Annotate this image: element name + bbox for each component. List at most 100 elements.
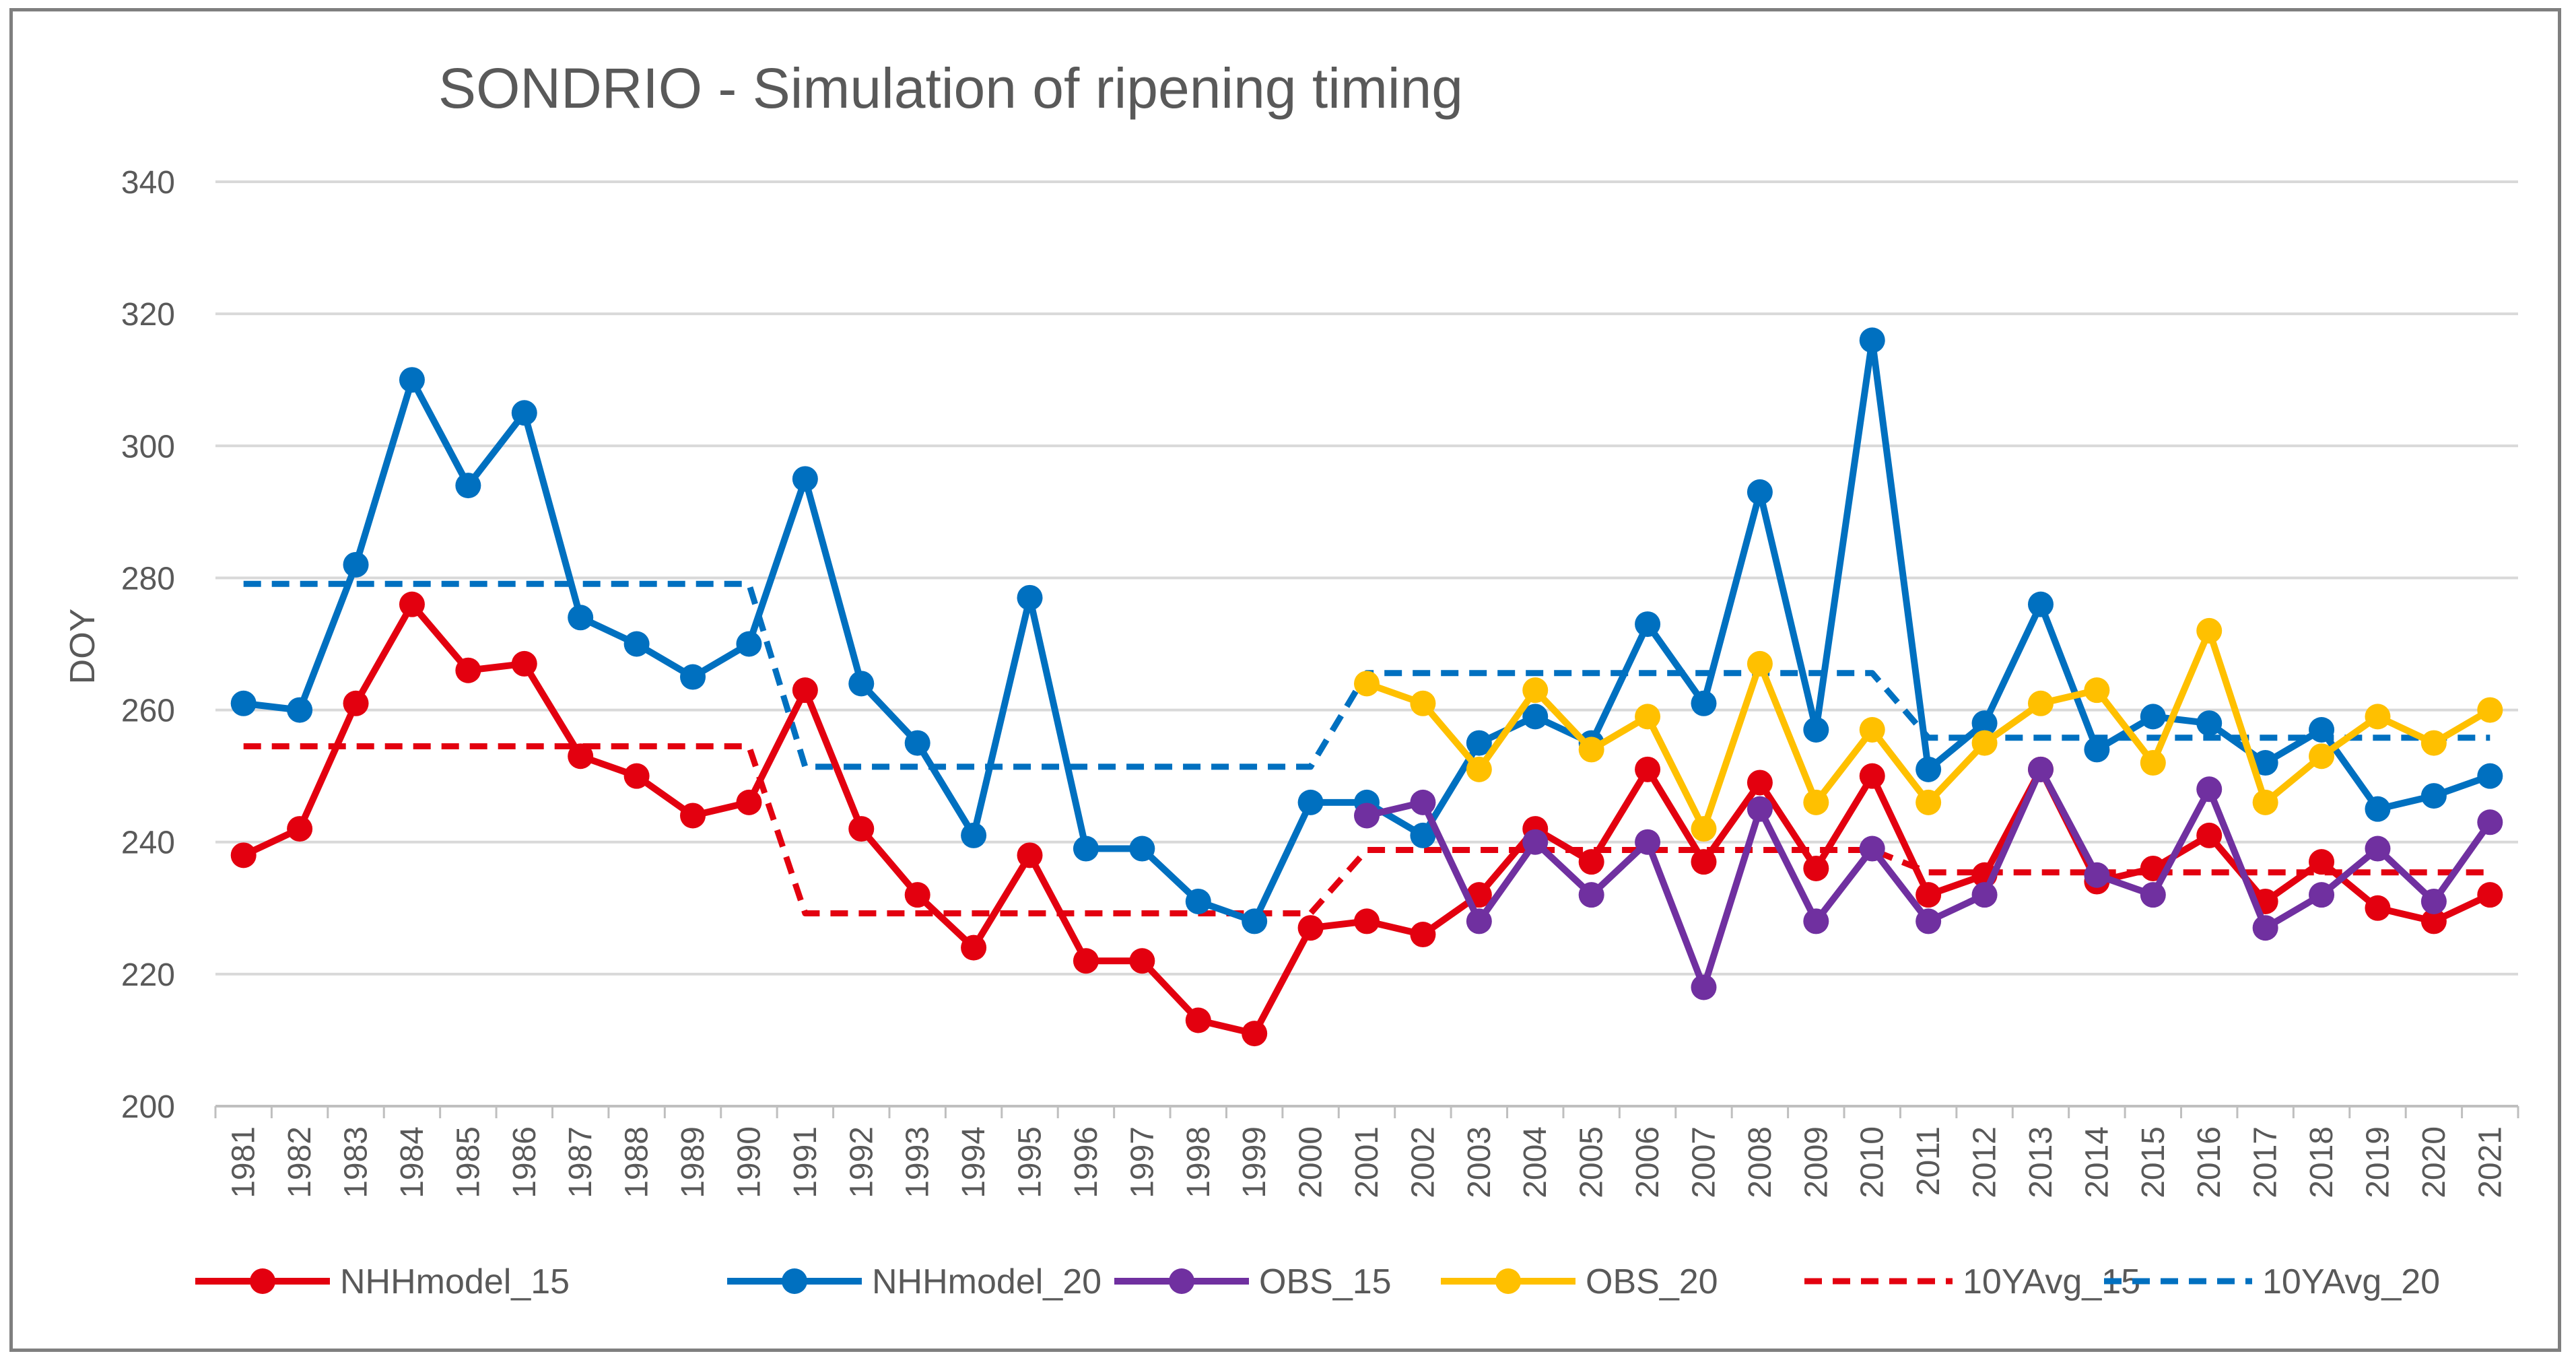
- legend-marker: [1169, 1268, 1194, 1294]
- data-point-OBS_20: [2309, 743, 2335, 770]
- data-point-OBS_20: [1466, 756, 1492, 782]
- data-point-OBS_20: [1691, 816, 1717, 842]
- x-tick-label: 1994: [956, 1126, 992, 1198]
- x-tick-label: 1985: [450, 1126, 486, 1198]
- legend-marker: [1495, 1268, 1521, 1294]
- x-tick-label: 2010: [1855, 1126, 1891, 1198]
- series-OBS_20: [1354, 617, 2503, 842]
- y-tick-label: 220: [121, 957, 175, 993]
- data-point-NHHmodel_20: [343, 551, 369, 578]
- data-point-OBS_15: [2365, 836, 2391, 862]
- data-point-NHHmodel_20: [1859, 327, 1885, 353]
- data-point-NHHmodel_15: [2140, 855, 2166, 881]
- data-point-NHHmodel_20: [2027, 591, 2054, 617]
- data-point-NHHmodel_15: [1354, 908, 1380, 934]
- data-point-NHHmodel_15: [904, 882, 930, 908]
- data-point-OBS_15: [1691, 974, 1717, 1000]
- data-point-NHHmodel_15: [2309, 849, 2335, 875]
- data-point-NHHmodel_20: [230, 690, 257, 716]
- legend-label: OBS_15: [1259, 1262, 1392, 1301]
- legend-item-10YAvg_20: 10YAvg_20: [2104, 1262, 2440, 1301]
- data-point-NHHmodel_20: [2084, 737, 2110, 763]
- y-tick-label: 280: [121, 561, 175, 596]
- legend-item-OBS_20: OBS_20: [1441, 1262, 1718, 1301]
- chart-title: SONDRIO - Simulation of ripening timing: [438, 57, 1463, 120]
- data-point-NHHmodel_15: [792, 677, 818, 704]
- data-point-NHHmodel_20: [1297, 789, 1324, 815]
- x-tick-label: 1984: [395, 1126, 430, 1198]
- data-point-NHHmodel_20: [1747, 479, 1773, 505]
- x-tick-label: 2021: [2472, 1126, 2508, 1198]
- data-point-NHHmodel_20: [736, 631, 762, 657]
- data-point-OBS_15: [1354, 803, 1380, 829]
- legend-label: OBS_20: [1586, 1262, 1718, 1301]
- data-point-NHHmodel_15: [399, 591, 425, 617]
- legend-label: NHHmodel_15: [340, 1262, 570, 1301]
- x-tick-label: 2004: [1518, 1126, 1553, 1198]
- x-tick-label: 2016: [2192, 1126, 2227, 1198]
- y-axis-label: DOY: [63, 609, 102, 685]
- data-point-OBS_15: [1410, 789, 1436, 815]
- y-tick-label: 260: [121, 693, 175, 729]
- x-tick-label: 1997: [1124, 1126, 1160, 1198]
- data-point-OBS_20: [2477, 697, 2503, 723]
- data-point-NHHmodel_20: [904, 730, 930, 756]
- x-tick-label: 2013: [2023, 1126, 2059, 1198]
- data-point-NHHmodel_15: [1073, 948, 1099, 974]
- x-tick-label: 1990: [731, 1126, 767, 1198]
- data-point-NHHmodel_15: [568, 743, 594, 770]
- data-point-OBS_15: [1859, 836, 1885, 862]
- data-point-OBS_15: [2084, 862, 2110, 888]
- data-point-OBS_15: [2196, 776, 2223, 803]
- gridlines: [215, 180, 2518, 976]
- data-point-NHHmodel_20: [2365, 796, 2391, 822]
- data-point-NHHmodel_20: [1185, 888, 1211, 914]
- data-point-OBS_20: [1410, 690, 1436, 716]
- data-point-NHHmodel_15: [1017, 842, 1043, 868]
- legend: NHHmodel_15 NHHmodel_20 OBS_15 OBS_20 10YAvg…: [195, 1262, 2440, 1301]
- data-point-NHHmodel_20: [1129, 836, 1155, 862]
- x-tick-label: 2006: [1630, 1126, 1666, 1198]
- data-point-NHHmodel_15: [343, 690, 369, 716]
- x-tick-label: 2002: [1405, 1126, 1441, 1198]
- x-tick-label: 1996: [1069, 1126, 1104, 1198]
- x-tick-label: 2017: [2248, 1126, 2284, 1198]
- data-point-NHHmodel_15: [1635, 756, 1661, 782]
- data-point-NHHmodel_15: [1410, 922, 1436, 948]
- x-tick-label: 1981: [226, 1126, 262, 1198]
- data-point-OBS_20: [1803, 789, 1829, 815]
- x-tick-label: 2008: [1742, 1126, 1778, 1198]
- data-point-NHHmodel_15: [1242, 1021, 1268, 1047]
- chart-frame: [9, 8, 2561, 1352]
- data-point-NHHmodel_20: [1916, 756, 1942, 782]
- data-point-NHHmodel_15: [230, 842, 257, 868]
- data-point-NHHmodel_15: [1185, 1007, 1211, 1033]
- data-point-NHHmodel_20: [1803, 716, 1829, 743]
- x-tick-label: 1998: [1181, 1126, 1217, 1198]
- legend-marker: [782, 1268, 807, 1294]
- data-point-NHHmodel_15: [2196, 822, 2223, 848]
- x-tick-label: 2003: [1462, 1126, 1497, 1198]
- data-point-NHHmodel_20: [2309, 716, 2335, 743]
- legend-item-10YAvg_15: 10YAvg_15: [1804, 1262, 2140, 1301]
- x-tick-label: 2015: [2136, 1126, 2171, 1198]
- data-point-OBS_20: [1522, 677, 1549, 704]
- data-point-OBS_15: [1916, 908, 1942, 934]
- data-point-OBS_20: [2252, 789, 2278, 815]
- data-point-NHHmodel_15: [623, 763, 650, 789]
- data-point-NHHmodel_20: [2140, 704, 2166, 730]
- data-point-NHHmodel_20: [511, 400, 537, 426]
- x-tick-label: 2007: [1686, 1126, 1722, 1198]
- data-point-NHHmodel_20: [1410, 822, 1436, 848]
- x-tick-label: 1989: [675, 1126, 711, 1198]
- data-point-OBS_20: [2365, 704, 2391, 730]
- x-tick-label: 1991: [788, 1126, 823, 1198]
- data-point-NHHmodel_15: [1803, 855, 1829, 881]
- data-point-OBS_20: [2084, 677, 2110, 704]
- y-tick-label: 340: [121, 165, 175, 201]
- x-tick-label: 1982: [282, 1126, 318, 1198]
- legend-item-NHHmodel_20: NHHmodel_20: [727, 1262, 1101, 1301]
- x-tick-label: 2019: [2360, 1126, 2396, 1198]
- data-point-NHHmodel_20: [2196, 710, 2223, 737]
